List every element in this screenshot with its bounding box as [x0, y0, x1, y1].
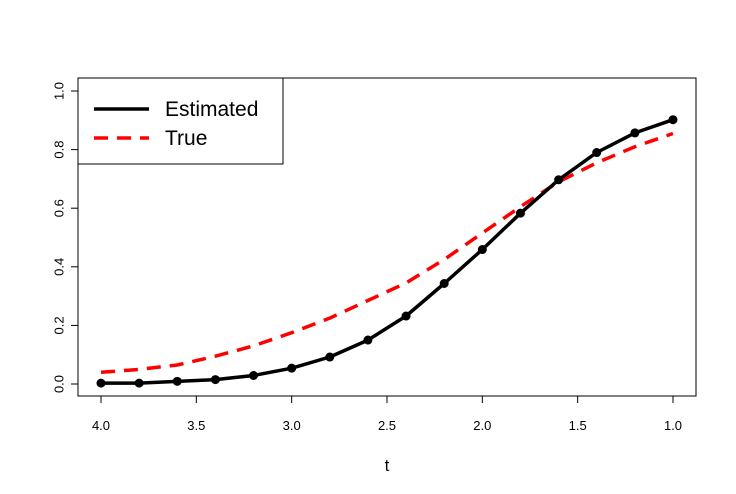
series-line-estimated	[101, 118, 674, 385]
data-point-estimated	[172, 376, 182, 386]
series-line-true	[100, 131, 674, 375]
data-point-estimated	[325, 352, 335, 362]
data-point-estimated	[134, 378, 144, 388]
data-point-estimated	[287, 363, 297, 373]
data-point-estimated	[96, 378, 106, 388]
data-point-estimated	[515, 208, 525, 218]
data-point-estimated	[592, 148, 602, 158]
data-point-estimated	[477, 245, 487, 255]
data-point-estimated	[630, 128, 640, 138]
data-point-estimated	[363, 335, 373, 345]
legend-label-true: True	[165, 127, 207, 150]
data-point-estimated	[439, 279, 449, 289]
legend-label-estimated: Estimated	[165, 98, 258, 121]
x-axis-label: t	[385, 456, 390, 475]
y-tick-label: 0.0	[51, 375, 66, 393]
legend-box	[77, 77, 284, 165]
legend: Estimated True	[77, 77, 284, 165]
data-point-estimated	[401, 311, 411, 321]
series-layer	[96, 115, 678, 388]
x-tick-label: 3.0	[283, 418, 301, 433]
data-point-estimated	[668, 115, 678, 125]
x-tick-label: 1.5	[569, 418, 587, 433]
y-tick-label: 0.2	[51, 316, 66, 334]
data-point-estimated	[554, 175, 564, 185]
y-tick-label: 1.0	[51, 82, 66, 100]
x-tick-label: 4.0	[92, 418, 110, 433]
y-tick-label: 0.6	[51, 199, 66, 217]
y-tick-label: 0.4	[51, 258, 66, 276]
y-tick-label: 0.8	[51, 141, 66, 159]
axes: 4.0 3.5 3.0 2.5 2.0 1.5 1.0 0.0 0.2 0.4 0.6 0.8 1.0	[51, 77, 697, 433]
data-point-estimated	[210, 375, 220, 385]
x-tick-label: 3.5	[187, 418, 205, 433]
x-tick-label: 1.0	[664, 418, 682, 433]
x-tick-label: 2.0	[473, 418, 491, 433]
data-point-estimated	[249, 371, 259, 381]
x-tick-label: 2.5	[378, 418, 396, 433]
